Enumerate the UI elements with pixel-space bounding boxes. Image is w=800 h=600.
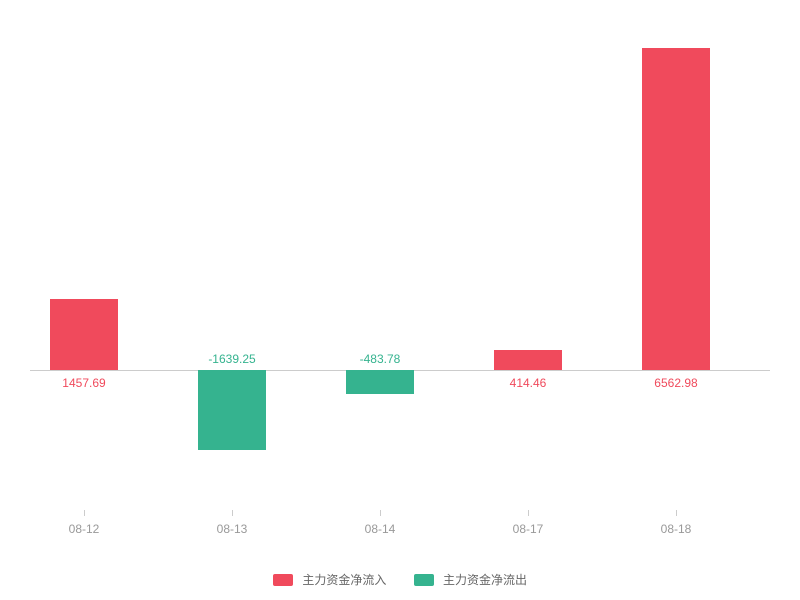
legend: 主力资金净流入 主力资金净流出 [0, 571, 800, 588]
x-axis-label-08-17: 08-17 [478, 522, 578, 536]
legend-item-outflow: 主力资金净流出 [414, 571, 527, 588]
bar-value-label-08-12: 1457.69 [34, 376, 134, 390]
bar-08-13 [198, 370, 266, 450]
legend-swatch-inflow [273, 574, 293, 586]
legend-swatch-outflow [414, 574, 434, 586]
x-axis-label-08-14: 08-14 [330, 522, 430, 536]
bar-value-label-08-14: -483.78 [330, 352, 430, 366]
x-tick-08-12 [84, 510, 85, 516]
bar-value-label-08-18: 6562.98 [626, 376, 726, 390]
legend-item-inflow: 主力资金净流入 [273, 571, 386, 588]
legend-label-inflow: 主力资金净流入 [302, 573, 386, 587]
bar-08-14 [346, 370, 414, 394]
chart-area: 1457.69-1639.25-483.78414.466562.98 08-1… [30, 30, 770, 520]
x-axis-label-08-18: 08-18 [626, 522, 726, 536]
bar-08-18 [642, 48, 710, 370]
x-tick-08-18 [676, 510, 677, 516]
x-axis-label-08-12: 08-12 [34, 522, 134, 536]
bar-value-label-08-13: -1639.25 [182, 352, 282, 366]
x-tick-08-14 [380, 510, 381, 516]
bar-08-12 [50, 299, 118, 370]
bar-08-17 [494, 350, 562, 370]
x-axis-label-08-13: 08-13 [182, 522, 282, 536]
x-tick-08-17 [528, 510, 529, 516]
legend-label-outflow: 主力资金净流出 [443, 573, 527, 587]
x-tick-08-13 [232, 510, 233, 516]
bar-value-label-08-17: 414.46 [478, 376, 578, 390]
